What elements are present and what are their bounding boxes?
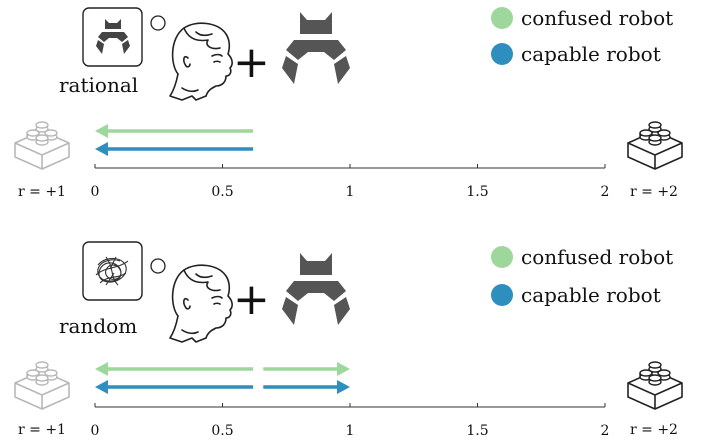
legend-dot-capable bbox=[491, 284, 513, 306]
tick-label: 0.5 bbox=[211, 423, 233, 439]
reward-right-label: r = +2 bbox=[630, 184, 678, 200]
lego-brick-icon bbox=[14, 121, 70, 170]
thought-bubble bbox=[150, 258, 166, 274]
robot-gripper-icon bbox=[282, 12, 350, 84]
legend-dot-confused bbox=[491, 7, 513, 29]
arrow-confused-left bbox=[95, 362, 254, 376]
thought-bubble bbox=[150, 15, 166, 31]
arrow-group bbox=[95, 362, 350, 394]
lego-brick-icon bbox=[14, 361, 70, 410]
number-axis: 0 0.5 1 1.5 2 bbox=[91, 164, 610, 200]
number-axis: 0 0.5 1 1.5 2 bbox=[91, 403, 610, 439]
legend-label-capable: capable robot bbox=[521, 42, 661, 66]
panel-random: random + confused robot capable robot r … bbox=[14, 241, 683, 439]
human-head-icon bbox=[169, 264, 233, 343]
arrow-confused-left bbox=[95, 124, 254, 138]
legend-label-capable: capable robot bbox=[521, 283, 661, 307]
thought-box bbox=[82, 241, 143, 301]
tick-label: 2 bbox=[601, 423, 610, 439]
legend-label-confused: confused robot bbox=[521, 245, 673, 269]
human-head-icon bbox=[169, 22, 233, 101]
tick-label: 1.5 bbox=[466, 184, 488, 200]
legend-dot-capable bbox=[491, 43, 513, 65]
human-label: random bbox=[59, 314, 137, 338]
panel-rational: rational + confused robot capable robot … bbox=[14, 6, 683, 200]
plus-sign: + bbox=[233, 274, 270, 325]
robot-gripper-icon bbox=[282, 253, 350, 325]
arrow-capable-left bbox=[95, 142, 254, 156]
tick-label: 0 bbox=[91, 423, 100, 439]
legend-dot-confused bbox=[491, 246, 513, 268]
arrow-capable-left bbox=[95, 380, 254, 394]
tick-label: 1 bbox=[346, 184, 355, 200]
lego-brick-icon bbox=[627, 121, 683, 170]
arrow-group bbox=[95, 124, 254, 156]
human-label: rational bbox=[59, 73, 138, 97]
tick-label: 0 bbox=[91, 184, 100, 200]
legend-label-confused: confused robot bbox=[521, 6, 673, 30]
arrow-capable-right bbox=[263, 380, 350, 394]
reward-left-label: r = +1 bbox=[18, 184, 66, 200]
arrow-confused-right bbox=[263, 362, 350, 376]
tick-label: 2 bbox=[601, 184, 610, 200]
plus-sign: + bbox=[233, 37, 270, 88]
tick-label: 1.5 bbox=[466, 423, 488, 439]
reward-right-label: r = +2 bbox=[630, 422, 678, 438]
tick-label: 0.5 bbox=[211, 184, 233, 200]
lego-brick-icon bbox=[627, 361, 683, 410]
reward-left-label: r = +1 bbox=[18, 422, 66, 438]
tick-label: 1 bbox=[346, 423, 355, 439]
